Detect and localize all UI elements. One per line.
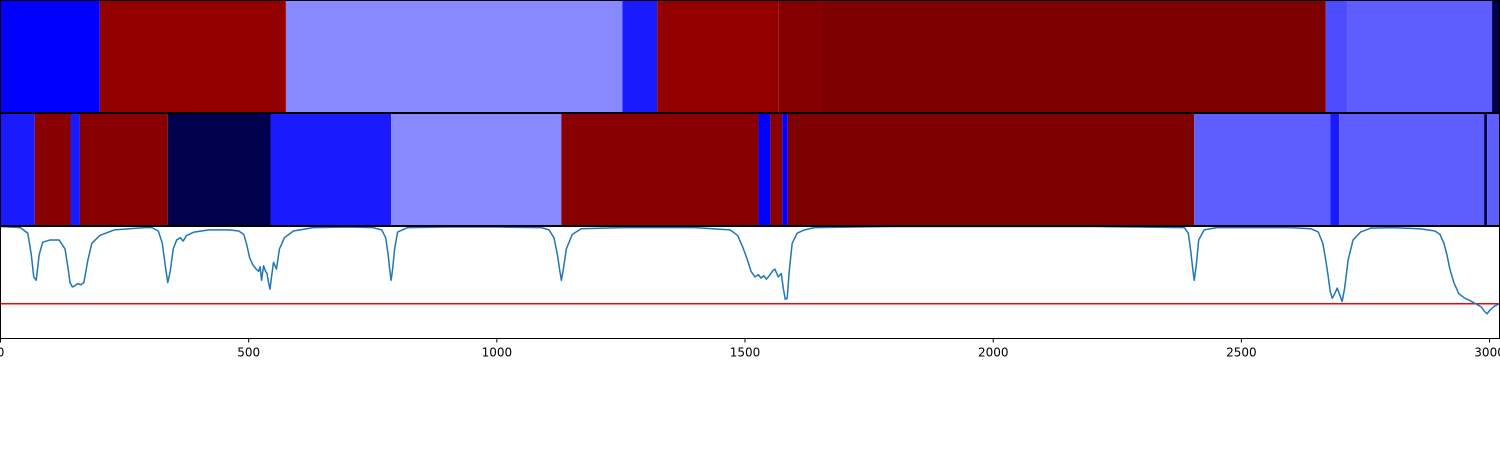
- heatmap-1-segment-5: [778, 0, 821, 113]
- heatmap-1-segment-3: [622, 0, 658, 113]
- heatmap-2-segment-2: [70, 113, 80, 226]
- heatmap-2-segment-7: [561, 113, 759, 226]
- heatmap-1-segment-8: [1347, 0, 1493, 113]
- x-tick-label-500: 500: [237, 346, 260, 360]
- heatmap-1-segment-9: [1492, 0, 1500, 113]
- x-tick-label-2000: 2000: [978, 346, 1009, 360]
- heatmap-2-segment-0: [0, 113, 35, 226]
- heatmap-row-1: [0, 0, 1500, 113]
- heatmap-1-segment-1: [99, 0, 286, 113]
- series-line-0: [0, 226, 1500, 315]
- heatmap-1-segment-0: [0, 0, 100, 113]
- x-tick-label-0: 0: [0, 346, 4, 360]
- heatmap-2-segment-3: [79, 113, 168, 226]
- heatmap-2-segment-5: [270, 113, 392, 226]
- heatmap-1-segment-6: [820, 0, 1326, 113]
- x-tick-label-1000: 1000: [482, 346, 513, 360]
- heatmap-1-segment-4: [657, 0, 779, 113]
- heatmap-2-segment-12: [1194, 113, 1331, 226]
- x-tick-label-1500: 1500: [730, 346, 761, 360]
- x-tick-label-2500: 2500: [1226, 346, 1257, 360]
- heatmap-2-segment-13: [1330, 113, 1340, 226]
- x-axis: 0 500 1000 1500 2000 2500 3000: [0, 338, 1500, 360]
- heatmap-1-segment-2: [285, 0, 623, 113]
- heatmap-2-segment-9: [770, 113, 783, 226]
- line-panel-background: [0, 226, 1500, 339]
- heatmap-2-segment-4: [167, 113, 271, 226]
- heatmap-2-segment-6: [391, 113, 562, 226]
- heatmap-2-segment-8: [758, 113, 771, 226]
- heatmap-1-segment-7: [1325, 0, 1348, 113]
- line-plot-panel: [0, 226, 1500, 339]
- heatmap-2-segment-16: [1487, 113, 1500, 226]
- x-tick-label-3000: 3000: [1474, 346, 1500, 360]
- heatmap-2-segment-15: [1484, 113, 1488, 226]
- heatmap-2-segment-10: [782, 113, 788, 226]
- heatmap-row-2: [0, 113, 1500, 226]
- heatmap-2-segment-14: [1339, 113, 1485, 226]
- heatmap-2-segment-1: [34, 113, 71, 226]
- heatmap-2-segment-11: [787, 113, 1195, 226]
